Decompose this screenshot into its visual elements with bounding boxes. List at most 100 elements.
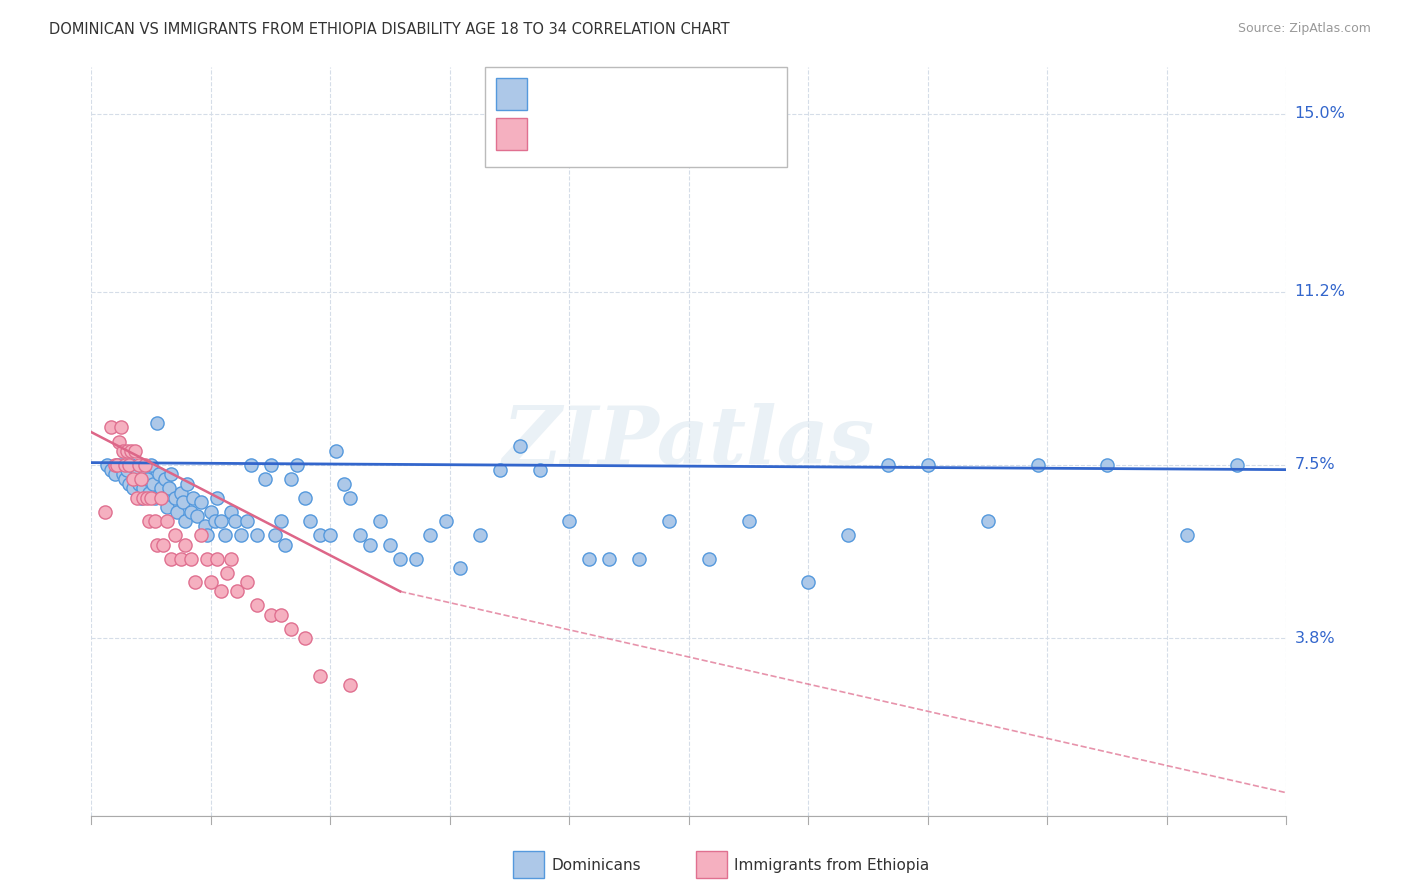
Point [170,486,193,500]
Point [737,514,759,528]
Point [105,458,128,472]
Point [658,514,681,528]
Point [434,514,457,528]
Point [141,491,162,505]
Point [1226,458,1249,472]
Point [449,561,471,575]
Point [163,491,186,505]
Point [172,495,194,509]
Point [270,514,292,528]
Point [280,472,302,486]
Point [181,491,204,505]
Point [150,481,173,495]
Point [180,551,202,566]
Point [174,537,197,551]
Point [100,420,122,434]
Point [195,551,218,566]
Point [143,491,166,505]
Point [205,551,228,566]
Text: N =: N = [633,127,666,141]
Text: R =: R = [536,87,569,101]
Text: DOMINICAN VS IMMIGRANTS FROM ETHIOPIA DISABILITY AGE 18 TO 34 CORRELATION CHART: DOMINICAN VS IMMIGRANTS FROM ETHIOPIA DI… [49,22,730,37]
Point [209,584,232,599]
Point [110,458,132,472]
Point [94,505,117,519]
Point [976,514,998,528]
Point [166,505,188,519]
Point [224,514,246,528]
Point [163,528,186,542]
Point [1026,458,1049,472]
Point [239,458,262,472]
Text: 3.8%: 3.8% [1295,631,1336,646]
Point [141,458,162,472]
Point [529,462,551,476]
Point [273,537,295,551]
Point [174,514,197,528]
Point [309,528,332,542]
Text: N =: N = [633,87,666,101]
Point [280,622,302,636]
Point [136,472,159,486]
Point [598,551,620,566]
Point [110,420,132,434]
Point [1175,528,1198,542]
Point [205,491,228,505]
Point [270,607,292,622]
Text: 96: 96 [664,87,685,101]
Point [509,439,531,453]
Point [578,551,600,566]
Point [160,551,183,566]
Point [122,472,145,486]
Point [146,416,169,430]
Point [186,509,208,524]
Point [194,518,217,533]
Point [129,491,152,505]
Point [120,458,142,472]
Point [118,458,141,472]
Point [917,458,939,472]
Point [156,514,179,528]
Point [468,528,491,542]
Point [160,467,183,482]
Point [190,528,212,542]
Text: 15.0%: 15.0% [1295,106,1346,121]
Text: Dominicans: Dominicans [551,858,641,872]
Point [204,514,226,528]
Point [215,566,238,580]
Point [339,678,361,692]
Point [132,491,155,505]
Text: Immigrants from Ethiopia: Immigrants from Ethiopia [734,858,929,872]
Text: R =: R = [536,127,569,141]
Point [246,528,269,542]
Point [285,458,308,472]
Point [129,472,152,486]
Point [294,632,316,646]
Point [325,443,347,458]
Point [108,434,131,449]
Point [253,472,276,486]
Point [184,574,207,589]
Point [115,443,138,458]
Point [309,669,332,683]
Point [96,458,118,472]
Text: 11.2%: 11.2% [1295,285,1346,299]
Point [259,458,281,472]
Point [299,514,322,528]
Text: 7.5%: 7.5% [1295,458,1336,473]
Point [1097,458,1119,472]
Point [235,514,259,528]
Point [419,528,441,542]
Point [124,443,146,458]
Point [124,472,146,486]
Point [105,458,128,472]
Point [112,467,135,482]
Point [152,491,174,505]
Point [143,514,166,528]
Point [120,443,142,458]
Point [142,476,165,491]
Point [200,574,222,589]
Point [170,551,193,566]
Point [263,528,285,542]
Point [156,500,179,514]
